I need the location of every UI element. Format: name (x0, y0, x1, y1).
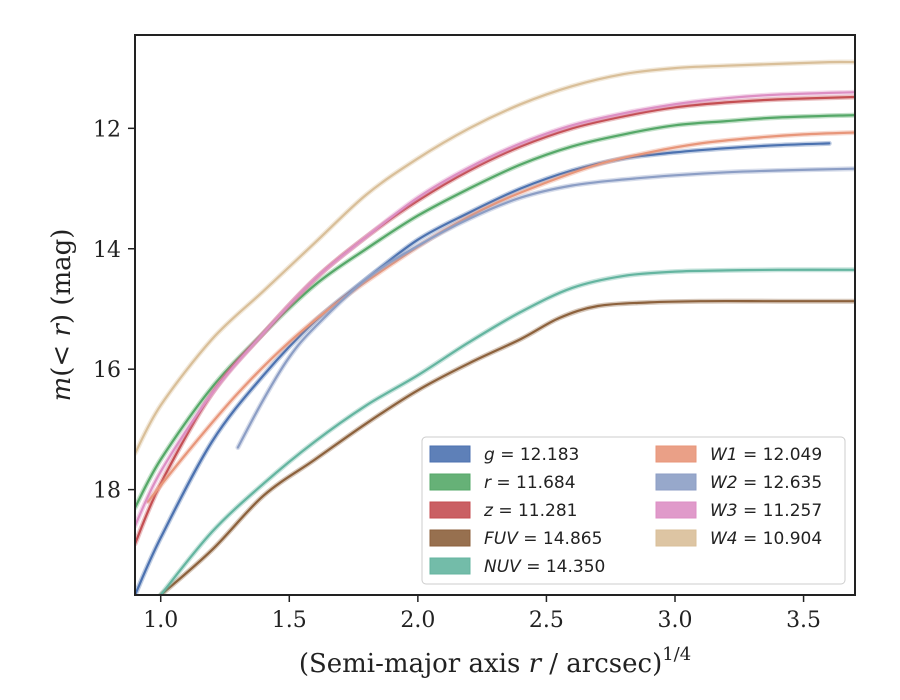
legend-swatch-w2 (655, 473, 697, 491)
legend-label-w1: W1 = 12.049 (710, 445, 822, 465)
x-tick-label: 1.0 (143, 608, 178, 633)
series-line-g (135, 142, 831, 595)
x-tick-label: 1.5 (272, 608, 307, 633)
x-tick-label: 2.0 (400, 608, 435, 633)
series-line-w2 (236, 167, 855, 449)
legend-swatch-fuv (429, 529, 471, 547)
legend-label-r: r = 11.684 (484, 473, 576, 493)
series-line-w1 (146, 131, 855, 503)
y-tick-label: 14 (93, 238, 121, 263)
series-line-r (135, 114, 855, 509)
x-tick-label: 2.5 (529, 608, 564, 633)
legend-swatch-g (429, 445, 471, 463)
legend-swatch-w1 (655, 445, 697, 463)
legend-label-w4: W4 = 10.904 (710, 529, 822, 549)
legend-swatch-z (429, 501, 471, 519)
legend-swatch-w3 (655, 501, 697, 519)
x-axis-label: (Semi-major axis r / arcsec)1/4 (299, 644, 691, 679)
series-line-w3 (135, 91, 855, 527)
plot-frame (134, 34, 856, 596)
y-tick-label: 12 (93, 117, 121, 142)
x-tick-label: 3.5 (786, 608, 821, 633)
legend-swatch-nuv (429, 557, 471, 575)
curves-group (135, 59, 855, 595)
legend-label-g: g = 12.183 (484, 445, 579, 465)
legend-box (421, 436, 846, 585)
y-axis: 12 14 16 18 (93, 117, 135, 504)
y-tick-label: 16 (93, 358, 121, 383)
series-line-w4 (135, 60, 855, 455)
x-axis: 1.0 1.5 2.0 2.5 3.0 3.5 (143, 595, 821, 633)
series-line-nuv (159, 268, 855, 595)
legend-swatch-r (429, 473, 471, 491)
legend-label-fuv: FUV = 14.865 (484, 529, 602, 549)
legend-label-w2: W2 = 12.635 (710, 473, 822, 493)
x-tick-label: 3.0 (658, 608, 693, 633)
y-axis-label: m(< r) (mag) (47, 229, 77, 402)
legend-label-nuv: NUV = 14.350 (484, 557, 605, 577)
legend-label-w3: W3 = 11.257 (710, 501, 822, 521)
legend-label-z: z = 11.281 (483, 501, 577, 521)
series-line-fuv (159, 299, 855, 595)
legend: g = 12.183 r = 11.684 z = 11.281 FUV = 14.8… (421, 436, 846, 585)
legend-swatch-w4 (655, 529, 697, 547)
y-tick-label: 18 (93, 479, 121, 504)
